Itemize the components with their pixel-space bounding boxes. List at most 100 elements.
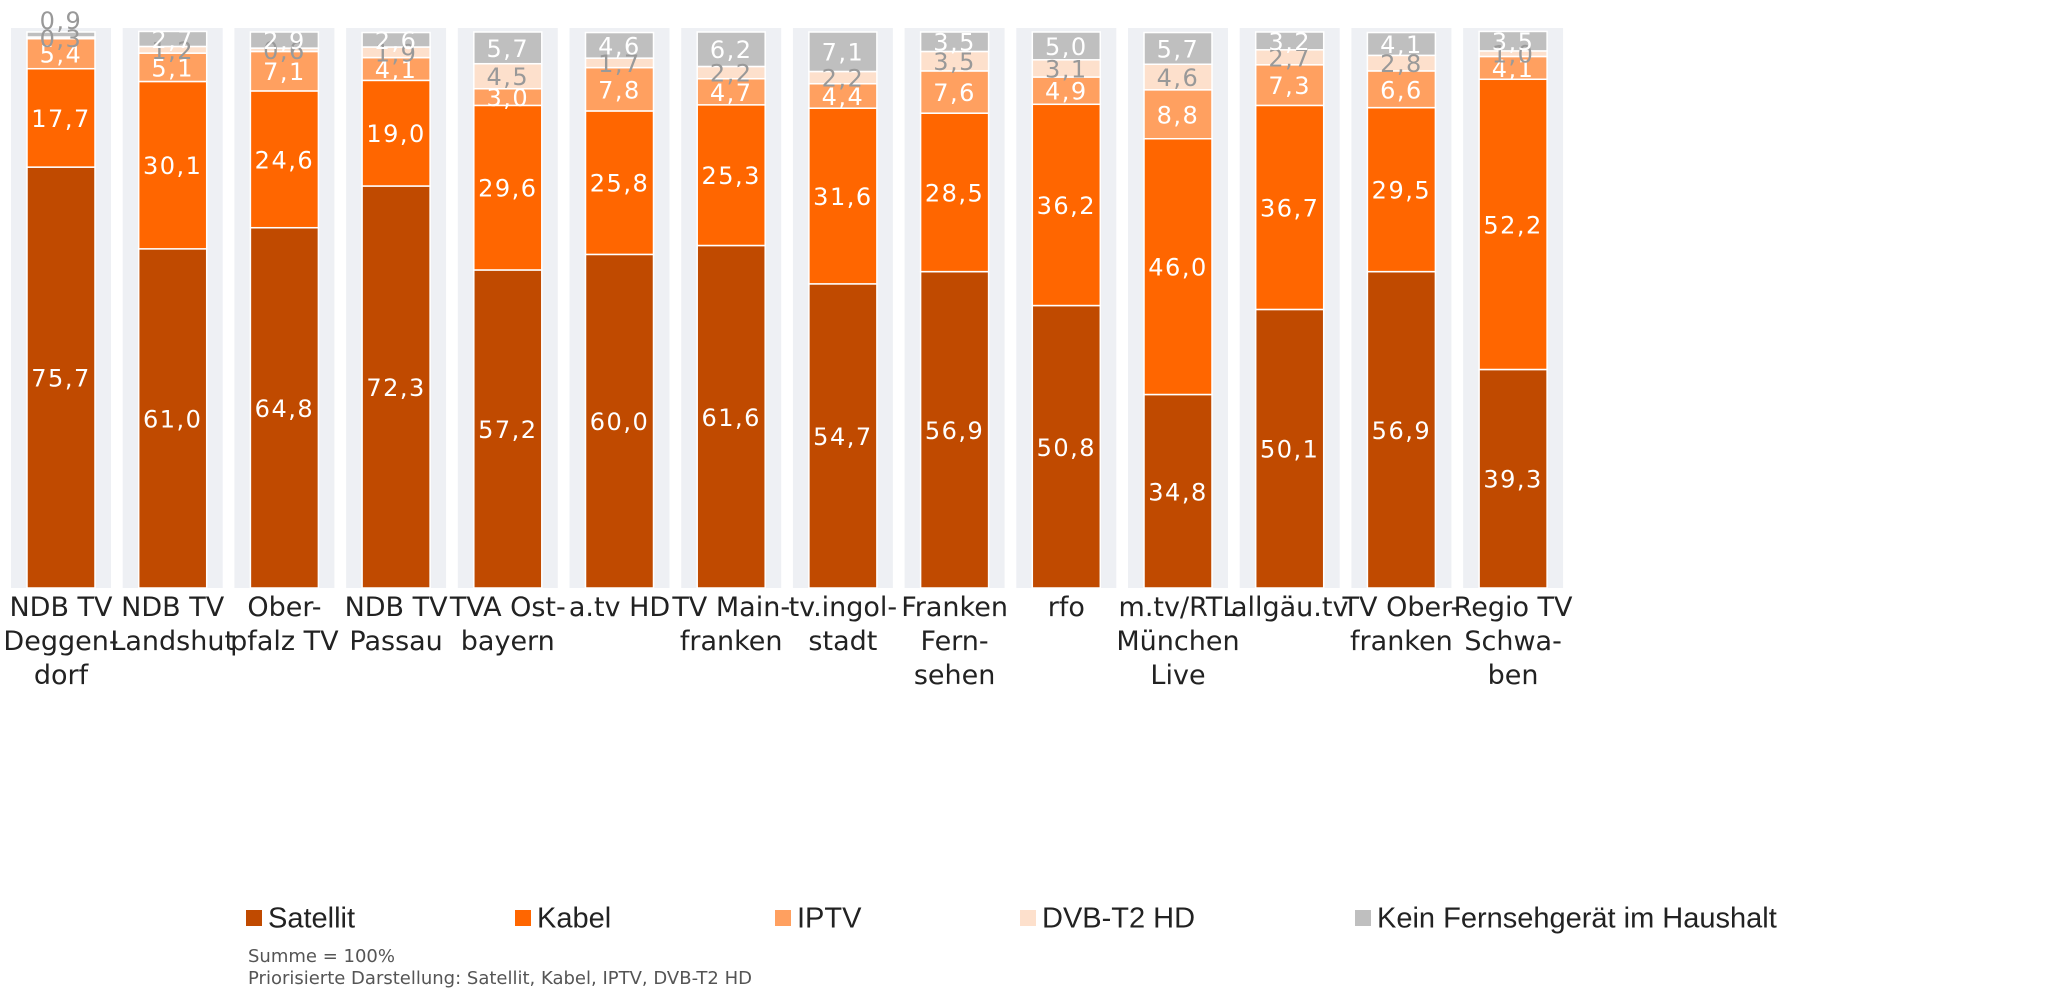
x-tick-label: NDB TV Passau: [344, 592, 448, 657]
value-label: 2,2: [710, 60, 753, 88]
legend-label: Kein Fernsehgerät im Haushalt: [1377, 903, 1777, 935]
value-label: 1,0: [1492, 41, 1535, 69]
value-label: 3,5: [1492, 28, 1535, 56]
value-label: 5,1: [151, 54, 194, 82]
legend-swatch: [775, 910, 791, 926]
x-tick-label: tv.ingol- stadt: [788, 592, 898, 657]
value-label: 0,3: [40, 25, 83, 53]
bar-segment: [26, 166, 96, 589]
value-label: 8,8: [1157, 101, 1200, 129]
bar-segment: [919, 270, 990, 589]
bar-segment: [1366, 106, 1437, 273]
bar-segment: [1366, 31, 1437, 57]
value-label: 29,5: [1372, 177, 1431, 205]
value-label: 4,5: [486, 63, 529, 91]
bar-segment: [584, 31, 655, 59]
value-label: 25,8: [590, 170, 649, 198]
bar-segment: [473, 269, 543, 589]
value-label: 25,3: [701, 162, 760, 190]
value-label: 17,7: [31, 105, 90, 133]
x-tick-label: NDB TV Deggen- dorf: [3, 592, 119, 691]
value-label: 2,9: [263, 27, 306, 55]
value-label: 3,5: [933, 29, 976, 57]
x-tick-label: Ober- pfalz TV: [230, 592, 339, 657]
legend-label: Satellit: [268, 903, 355, 935]
bar-segment: [1478, 30, 1548, 52]
value-label: 60,0: [590, 408, 649, 436]
value-label: 0,6: [263, 37, 306, 65]
bar-segment: [808, 31, 878, 73]
bar-segment: [696, 31, 766, 68]
bar-segment: [361, 185, 431, 589]
note: Summe = 100%: [248, 946, 395, 967]
bar-segment: [1143, 138, 1213, 396]
bar-segment: [249, 90, 320, 229]
value-label: 2,2: [822, 65, 865, 93]
value-label: 61,0: [143, 405, 202, 433]
x-tick-label: rfo: [1047, 592, 1085, 623]
legend-swatch: [1020, 910, 1036, 926]
bar-segment: [473, 104, 543, 271]
legend-swatch: [515, 910, 531, 926]
bar-segment: [584, 110, 655, 256]
value-label: 2,8: [1380, 50, 1423, 78]
value-label: 36,2: [1037, 192, 1096, 220]
legend-swatch: [1355, 910, 1371, 926]
value-label: 64,8: [255, 395, 314, 423]
x-tick-label: TV Main- franken: [672, 592, 791, 657]
bar-segment: [249, 31, 320, 49]
value-label: 6,2: [710, 36, 753, 64]
x-tick-label: allgäu.tv: [1230, 592, 1349, 623]
value-label: 46,0: [1148, 254, 1207, 282]
value-label: 30,1: [143, 152, 202, 180]
x-tick-label: m.tv/RTL München Live: [1116, 592, 1240, 691]
value-label: 2,7: [1268, 44, 1311, 72]
value-label: 75,7: [31, 365, 90, 393]
bar-segment: [1143, 31, 1213, 65]
value-label: 3,2: [1268, 28, 1311, 56]
x-tick-label: Franken Fern- sehen: [901, 592, 1008, 691]
bar-segment: [1478, 368, 1548, 589]
bar-segment: [919, 70, 990, 114]
value-label: 28,5: [925, 179, 984, 207]
bar-segment: [584, 253, 655, 589]
value-label: 29,6: [478, 175, 537, 203]
x-tick-label: a.tv HD: [568, 592, 671, 623]
value-label: 72,3: [366, 374, 425, 402]
bar-segment: [1478, 78, 1548, 371]
note: Priorisierte Darstellung: Satellit, Kabe…: [248, 968, 752, 989]
legend-swatch: [246, 910, 262, 926]
value-label: 3,1: [1045, 55, 1088, 83]
bar-segment: [696, 244, 766, 589]
bar-segment: [808, 82, 878, 109]
bar-segment: [1031, 31, 1102, 61]
x-tick-label: TVA Ost- bayern: [449, 592, 566, 657]
value-label: 1,7: [598, 50, 641, 78]
bar-segment: [1254, 104, 1325, 311]
value-label: 31,6: [813, 183, 872, 211]
bar-segment: [1031, 103, 1102, 307]
bar-segment: [1031, 304, 1102, 589]
value-label: 4,1: [375, 56, 418, 84]
value-label: 5,7: [486, 35, 529, 63]
value-label: 57,2: [478, 416, 537, 444]
bar-segment: [137, 30, 208, 48]
value-label: 5,0: [1045, 33, 1088, 61]
value-label: 4,9: [1045, 78, 1088, 106]
value-label: 4,4: [822, 83, 865, 111]
bar-segment: [1143, 63, 1213, 91]
value-label: 4,1: [1380, 31, 1423, 59]
bar-segment: [26, 31, 96, 38]
bar-segment: [137, 248, 208, 589]
value-label: 6,6: [1380, 76, 1423, 104]
value-label: 7,3: [1268, 72, 1311, 100]
bar-segment: [808, 283, 878, 589]
bar-segment: [919, 31, 990, 53]
value-label: 7,1: [822, 39, 865, 67]
value-label: 52,2: [1483, 211, 1542, 239]
value-label: 7,8: [598, 76, 641, 104]
value-label: 61,6: [701, 404, 760, 432]
bar-segment: [1031, 76, 1102, 106]
